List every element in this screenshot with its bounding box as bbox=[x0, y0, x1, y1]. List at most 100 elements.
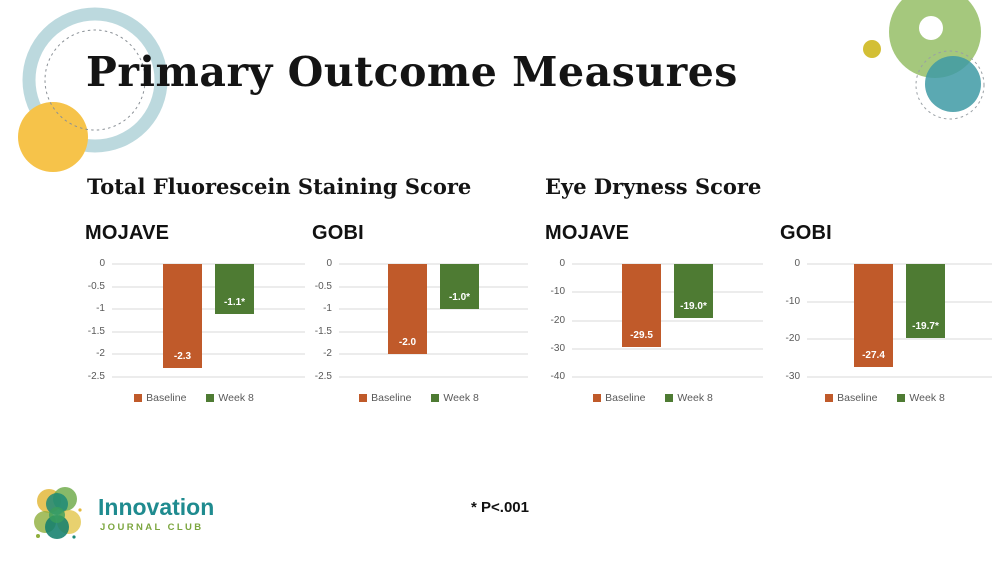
y-tick-label: 0 bbox=[794, 257, 800, 269]
legend-label: Baseline bbox=[837, 392, 878, 404]
y-tick-label: -10 bbox=[550, 286, 565, 298]
green-circle-hole bbox=[919, 16, 943, 40]
plot-area: -2.3 -1.1* bbox=[112, 263, 305, 378]
y-tick-label: 0 bbox=[326, 257, 332, 269]
legend-item-week-8: Week 8 bbox=[665, 392, 713, 404]
gridline bbox=[572, 291, 763, 293]
bar-value-label: -2.3 bbox=[173, 350, 192, 362]
bar-value-label: -19.7* bbox=[912, 321, 939, 333]
gridline bbox=[572, 263, 763, 265]
gridline bbox=[112, 353, 305, 355]
plot-area: -27.4 -19.7* bbox=[807, 263, 992, 378]
gridline bbox=[807, 338, 992, 340]
y-tick-label: -1.5 bbox=[87, 325, 105, 337]
plot-area: -29.5 -19.0* bbox=[572, 263, 763, 378]
legend-item-baseline: Baseline bbox=[825, 392, 877, 404]
bar-week-8: -1.0* bbox=[440, 264, 479, 310]
gridline bbox=[339, 308, 528, 310]
y-tick-label: -0.5 bbox=[314, 280, 332, 292]
y-axis: 0 -10 -20 -30 bbox=[778, 258, 807, 382]
section-heading-fluorescein: Total Fluorescein Staining Score bbox=[87, 174, 472, 199]
gridline bbox=[112, 263, 305, 265]
plot-row: 0 -10 -20 -30 -40 -29.5 -19.0* bbox=[543, 258, 763, 382]
plot-row: 0 -0.5 -1 -1.5 -2 -2.5 -2.3 -1.1* bbox=[83, 258, 305, 382]
legend-swatch bbox=[825, 394, 834, 402]
gridline bbox=[807, 376, 992, 378]
legend-label: Week 8 bbox=[443, 392, 479, 404]
chart-fluorescein-mojave: MOJAVE 0 -0.5 -1 -1.5 -2 -2.5 -2.3 -1.1* Basel… bbox=[83, 222, 305, 417]
legend-swatch bbox=[134, 394, 143, 402]
bar-week-8: -1.1* bbox=[215, 264, 254, 314]
plot-row: 0 -10 -20 -30 -27.4 -19.7* bbox=[778, 258, 992, 382]
chart-eye-dryness-mojave: MOJAVE 0 -10 -20 -30 -40 -29.5 -19.0* Baselin… bbox=[543, 222, 763, 417]
y-tick-label: 0 bbox=[559, 257, 565, 269]
y-tick-label: -30 bbox=[785, 370, 800, 382]
legend-item-week-8: Week 8 bbox=[431, 392, 479, 404]
legend-item-week-8: Week 8 bbox=[897, 392, 945, 404]
chart-title: MOJAVE bbox=[545, 222, 630, 244]
gridline bbox=[339, 286, 528, 288]
gridline bbox=[807, 301, 992, 303]
chart-title: GOBI bbox=[312, 222, 364, 244]
legend-swatch bbox=[593, 394, 602, 402]
gridline bbox=[112, 286, 305, 288]
gridline bbox=[112, 376, 305, 378]
gridline bbox=[112, 308, 305, 310]
y-tick-label: -20 bbox=[550, 314, 565, 326]
yellow-circle bbox=[18, 102, 88, 172]
green-circle bbox=[889, 0, 981, 78]
gridline bbox=[572, 348, 763, 350]
gridline bbox=[339, 331, 528, 333]
chart-fluorescein-gobi: GOBI 0 -0.5 -1 -1.5 -2 -2.5 -2.0 -1.0* Baselin… bbox=[310, 222, 528, 417]
legend-swatch bbox=[897, 394, 906, 402]
y-tick-label: -30 bbox=[550, 342, 565, 354]
bar-baseline: -29.5 bbox=[622, 264, 661, 348]
y-tick-label: -1 bbox=[96, 303, 105, 315]
gridline bbox=[339, 376, 528, 378]
legend-item-baseline: Baseline bbox=[593, 392, 645, 404]
slide-title: Primary Outcome Measures bbox=[86, 48, 738, 96]
gridline bbox=[339, 263, 528, 265]
gridline bbox=[339, 353, 528, 355]
logo-tagline: JOURNAL CLUB bbox=[100, 522, 204, 533]
legend-swatch bbox=[431, 394, 440, 402]
legend-label: Week 8 bbox=[677, 392, 713, 404]
bar-value-label: -1.1* bbox=[223, 296, 246, 308]
legend: Baseline Week 8 bbox=[543, 392, 763, 404]
legend-swatch bbox=[206, 394, 215, 402]
corner-circles-decoration-top-right bbox=[863, 0, 985, 120]
chart-title: MOJAVE bbox=[85, 222, 170, 244]
bars-layer: -2.3 -1.1* bbox=[112, 264, 305, 377]
gridline bbox=[572, 376, 763, 378]
bar-baseline: -27.4 bbox=[854, 264, 893, 368]
y-tick-label: -1.5 bbox=[314, 325, 332, 337]
bar-value-label: -27.4 bbox=[862, 350, 885, 362]
logo-name: Innovation bbox=[98, 494, 215, 520]
y-tick-label: 0 bbox=[99, 257, 105, 269]
y-axis: 0 -0.5 -1 -1.5 -2 -2.5 bbox=[310, 258, 339, 382]
y-tick-label: -1 bbox=[323, 303, 332, 315]
logo-text: Innovation JOURNAL CLUB bbox=[98, 494, 215, 534]
bars-layer: -2.0 -1.0* bbox=[339, 264, 528, 377]
olive-dot bbox=[863, 40, 881, 58]
plot-row: 0 -0.5 -1 -1.5 -2 -2.5 -2.0 -1.0* bbox=[310, 258, 528, 382]
logo-circle-cluster-icon bbox=[34, 487, 82, 539]
legend-swatch bbox=[359, 394, 368, 402]
bar-baseline: -2.0 bbox=[388, 264, 427, 355]
bar-value-label: -29.5 bbox=[630, 330, 653, 342]
bar-value-label: -2.0 bbox=[398, 337, 417, 349]
bars-layer: -27.4 -19.7* bbox=[807, 264, 992, 377]
legend: Baseline Week 8 bbox=[778, 392, 992, 404]
y-axis: 0 -0.5 -1 -1.5 -2 -2.5 bbox=[83, 258, 112, 382]
y-tick-label: -0.5 bbox=[87, 280, 105, 292]
teal-circle bbox=[925, 56, 981, 112]
legend-item-baseline: Baseline bbox=[134, 392, 186, 404]
y-tick-label: -2.5 bbox=[87, 370, 105, 382]
innovation-journal-club-logo: Innovation JOURNAL CLUB bbox=[30, 484, 214, 546]
chart-title: GOBI bbox=[780, 222, 832, 244]
gridline bbox=[572, 320, 763, 321]
bar-week-8: -19.7* bbox=[906, 264, 945, 339]
bar-week-8: -19.0* bbox=[674, 264, 713, 318]
legend-item-baseline: Baseline bbox=[359, 392, 411, 404]
